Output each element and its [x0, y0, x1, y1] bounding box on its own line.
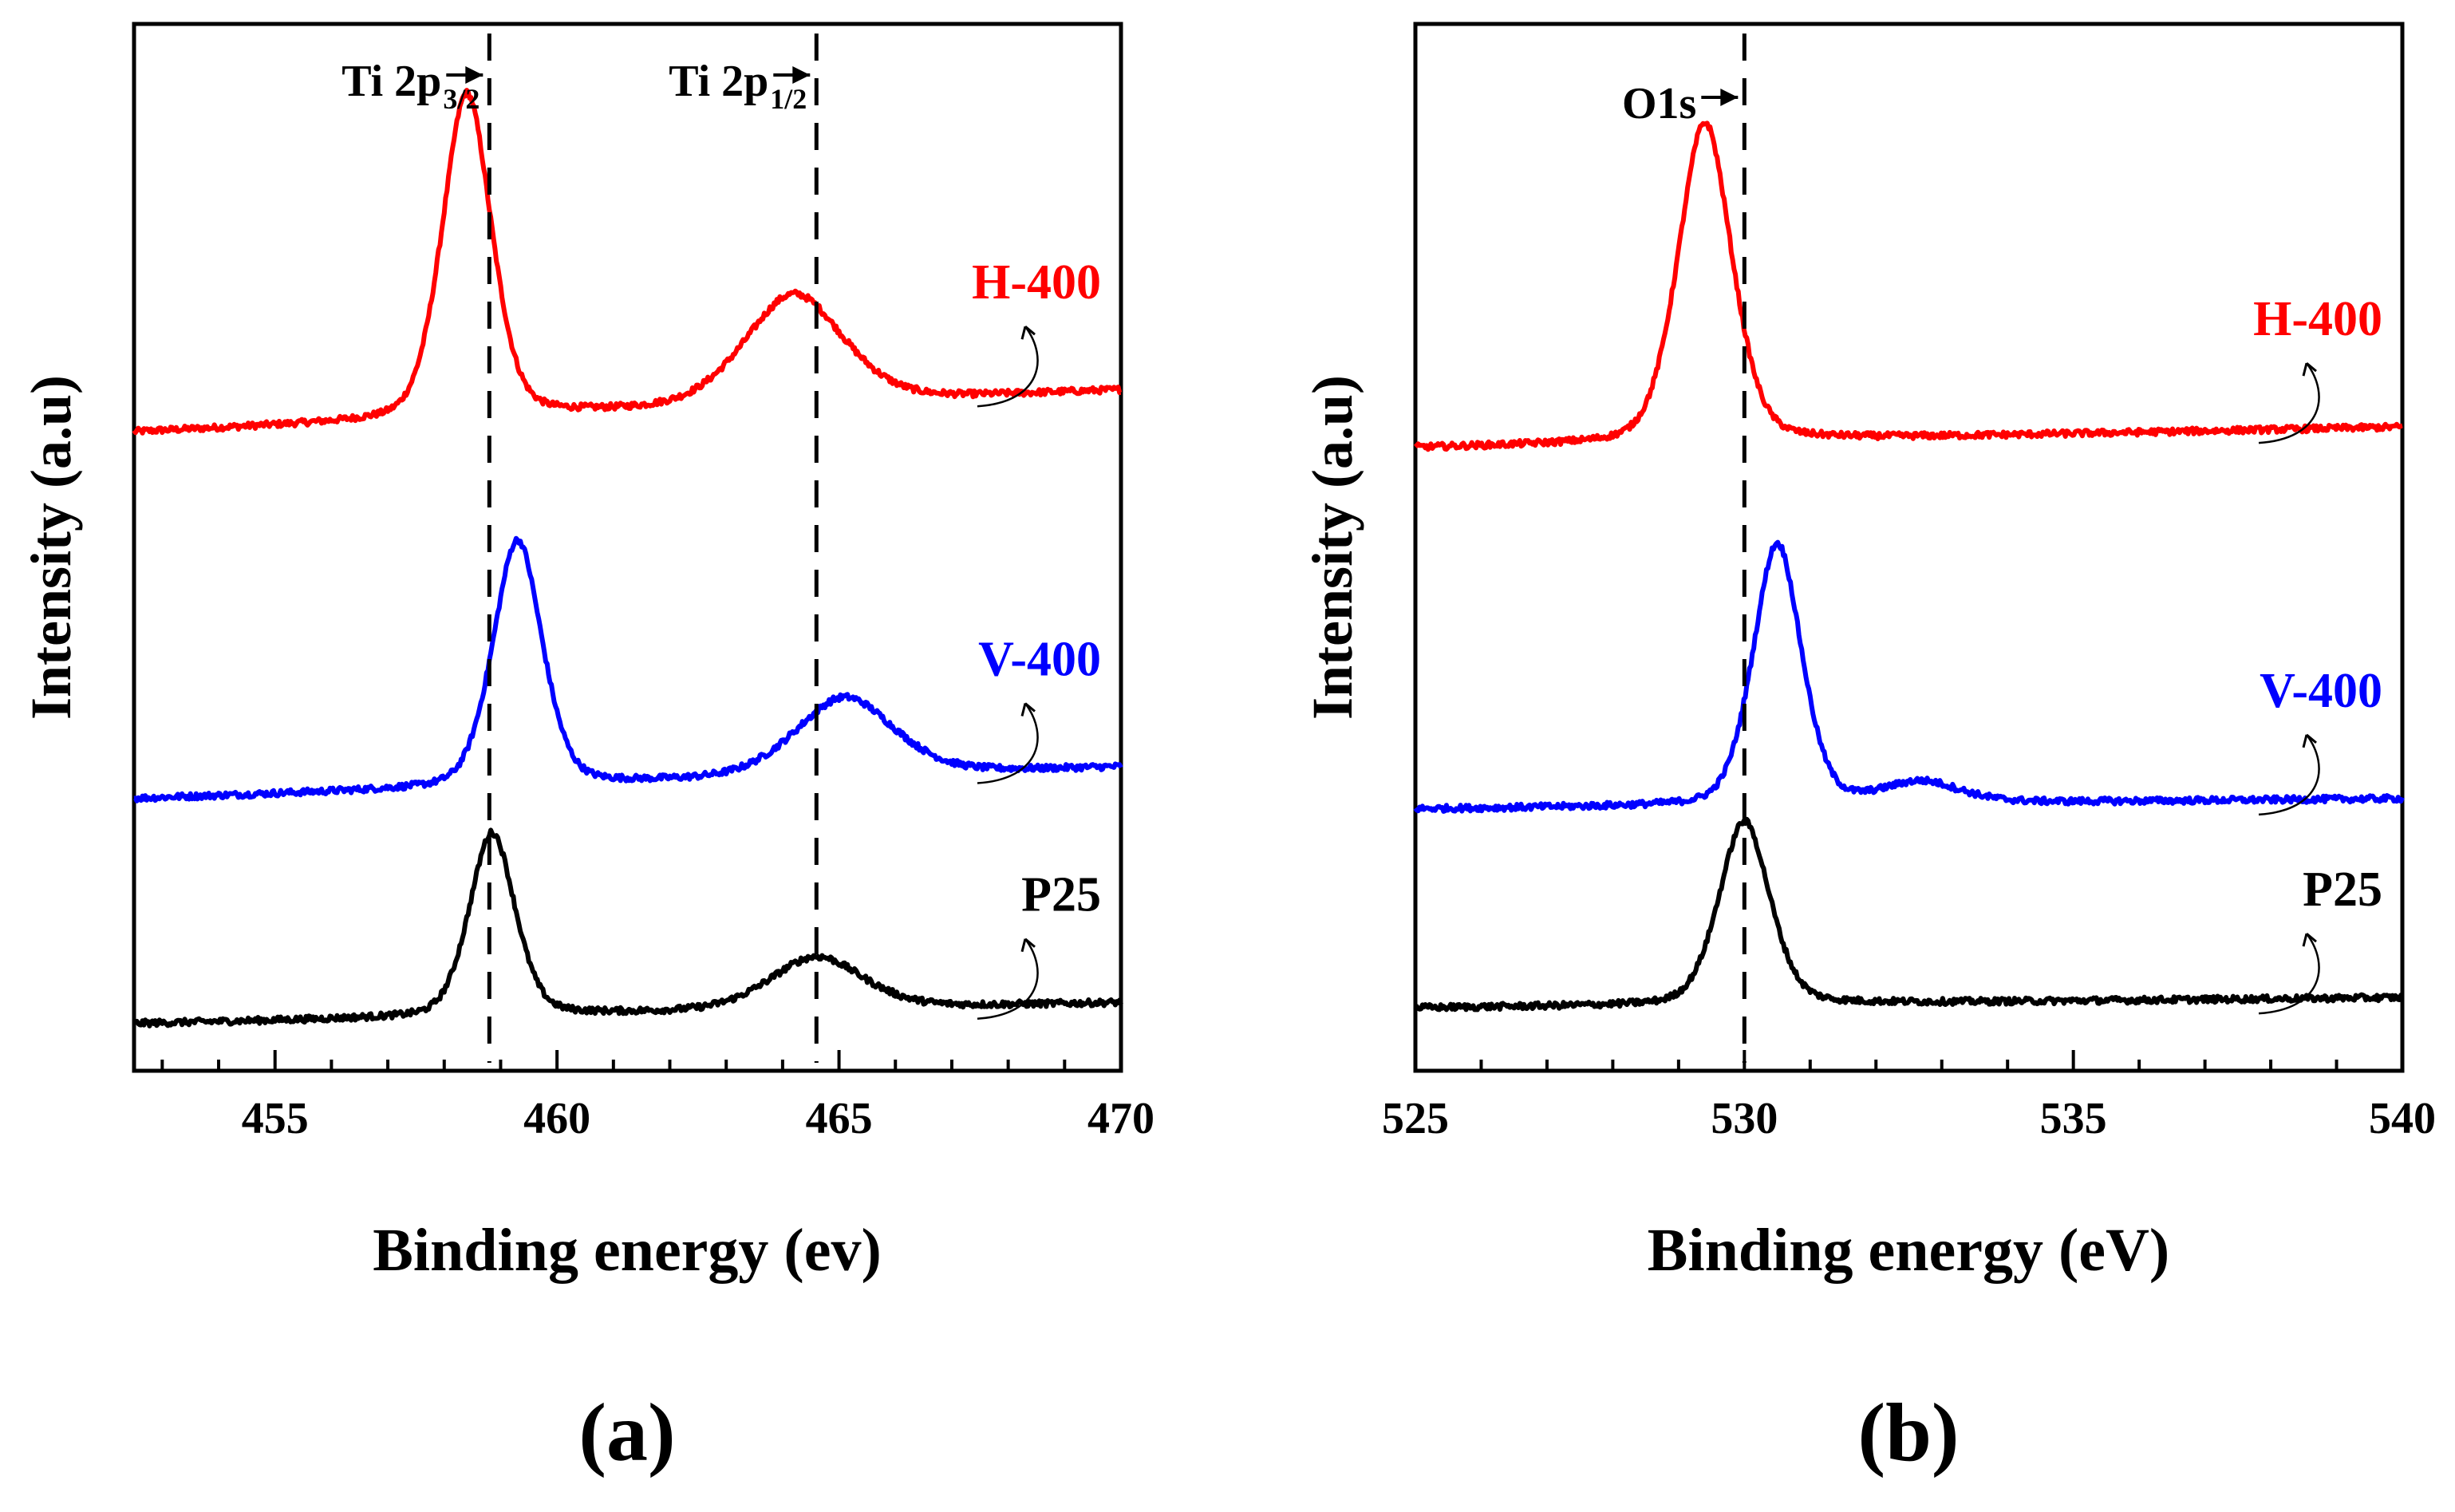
x-axis-ticks: 455 460 465 470 — [160, 1050, 1154, 1143]
series-line-p25 — [1413, 816, 2405, 1013]
x-tick-label: 535 — [2040, 1094, 2107, 1143]
series-line-h-400 — [132, 88, 1123, 436]
y-axis-label: Intensity (a.u) — [19, 375, 83, 720]
panel-label: (b) — [1857, 1387, 1959, 1478]
reference-label: Ti 2p — [669, 57, 768, 106]
curved-arrow — [2258, 362, 2320, 444]
panel-label: (a) — [578, 1387, 675, 1478]
plot-frame — [1413, 22, 2405, 1073]
x-axis-label: Binding energy (eV) — [1648, 1217, 2169, 1284]
reference-arrow-head — [1720, 89, 1739, 106]
reference-label-subscript: 1/2 — [770, 83, 807, 115]
x-axis-ticks: 525 530 535 540 — [1382, 1050, 2436, 1143]
arrow-head — [1020, 938, 1036, 953]
series-line-p25 — [132, 827, 1123, 1028]
legend-label-p25: P25 — [1021, 868, 1101, 922]
x-tick-label: 465 — [806, 1094, 873, 1143]
series-line-v-400 — [1413, 539, 2405, 814]
plot-frame — [132, 22, 1123, 1073]
series-line-v-400 — [132, 535, 1123, 803]
reference-label: Ti 2p — [341, 57, 441, 106]
arrow-head — [2302, 733, 2317, 748]
curved-arrow — [2258, 734, 2320, 816]
x-tick-label: 470 — [1087, 1094, 1154, 1143]
curved-arrow — [977, 938, 1039, 1020]
reference-lines: Ti 2p 3/2 Ti 2p 1/2 — [341, 34, 819, 1063]
arrow-head — [1020, 702, 1036, 717]
x-tick-label: 455 — [242, 1094, 309, 1143]
legend-label-v-400: V-400 — [2260, 664, 2382, 718]
legend-label-v-400: V-400 — [978, 633, 1101, 687]
x-tick-label: 525 — [1382, 1094, 1449, 1143]
legend-label-p25: P25 — [2303, 863, 2382, 917]
arrow-head — [2302, 933, 2317, 947]
panel-b-chart: H-400 V-400 P25 O1s 525 530 535 540 Intensity… — [1301, 22, 2436, 1478]
legend-label-h-400: H-400 — [972, 255, 1101, 310]
reference-label-subscript: 3/2 — [443, 83, 480, 115]
reference-lines: O1s — [1622, 34, 1747, 1063]
arrow-head — [1020, 326, 1036, 340]
legend-label-h-400: H-400 — [2253, 292, 2382, 346]
curved-arrow — [977, 326, 1039, 408]
curved-arrow — [977, 702, 1039, 784]
series-layer: H-400 V-400 P25 — [1413, 120, 2405, 1015]
series-line-h-400 — [1413, 120, 2404, 452]
arrow-head — [2302, 361, 2317, 377]
reference-arrow-head — [792, 66, 811, 84]
series-layer: H-400 V-400 P25 — [132, 88, 1123, 1028]
curved-arrow — [2258, 933, 2320, 1015]
reference-label: O1s — [1622, 79, 1696, 128]
x-tick-label: 540 — [2369, 1094, 2436, 1143]
y-axis-label: Intensity (a.u) — [1301, 375, 1364, 720]
x-tick-label: 460 — [523, 1094, 590, 1143]
reference-arrow-head — [465, 66, 484, 84]
x-tick-label: 530 — [1711, 1094, 1778, 1143]
x-axis-label: Binding energy (ev) — [373, 1217, 882, 1284]
